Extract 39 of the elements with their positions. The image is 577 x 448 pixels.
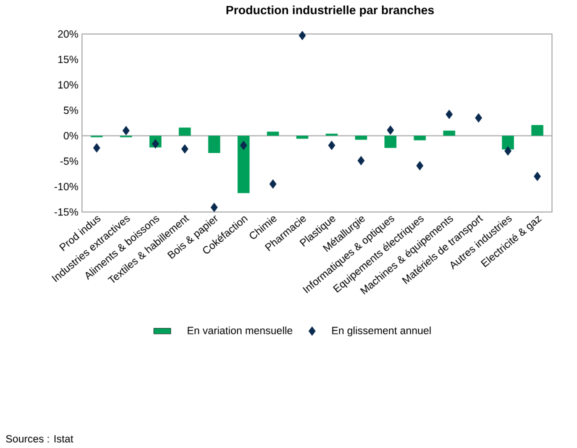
point xyxy=(298,30,306,40)
bar xyxy=(266,132,279,136)
point xyxy=(210,202,218,212)
chart-title: Production industrielle par branches xyxy=(226,6,434,17)
bar xyxy=(531,125,544,136)
point xyxy=(504,146,512,156)
point xyxy=(446,110,453,120)
point xyxy=(122,126,130,136)
point xyxy=(328,140,336,150)
y-tick-label: -15% xyxy=(54,208,78,216)
legend-label: En glissement annuel xyxy=(332,326,431,336)
point xyxy=(93,143,100,153)
point xyxy=(181,144,188,154)
y-tick-label: 5% xyxy=(64,106,78,114)
bar xyxy=(414,136,426,140)
bar xyxy=(502,136,514,150)
source-note: Sources : Istat xyxy=(6,435,74,442)
bar xyxy=(296,136,308,139)
bar xyxy=(355,136,368,140)
legend-label: En variation mensuelle xyxy=(188,326,292,334)
y-tick-label: 0% xyxy=(64,132,78,140)
point xyxy=(386,125,394,135)
y-tick-label: -10% xyxy=(54,182,78,190)
y-tick-label: 15% xyxy=(58,56,78,64)
y-tick-label: 10% xyxy=(58,81,78,89)
point xyxy=(269,179,276,189)
point xyxy=(240,140,248,150)
bar xyxy=(208,136,220,154)
point xyxy=(416,161,424,170)
point xyxy=(534,172,541,182)
y-tick-label: 20% xyxy=(58,30,78,38)
y-tick-label: -5% xyxy=(60,157,78,165)
bar xyxy=(384,136,396,148)
bar xyxy=(443,130,456,136)
point xyxy=(152,139,159,149)
point xyxy=(358,156,365,166)
point xyxy=(475,113,482,123)
bar xyxy=(238,136,250,194)
bar xyxy=(178,128,191,136)
